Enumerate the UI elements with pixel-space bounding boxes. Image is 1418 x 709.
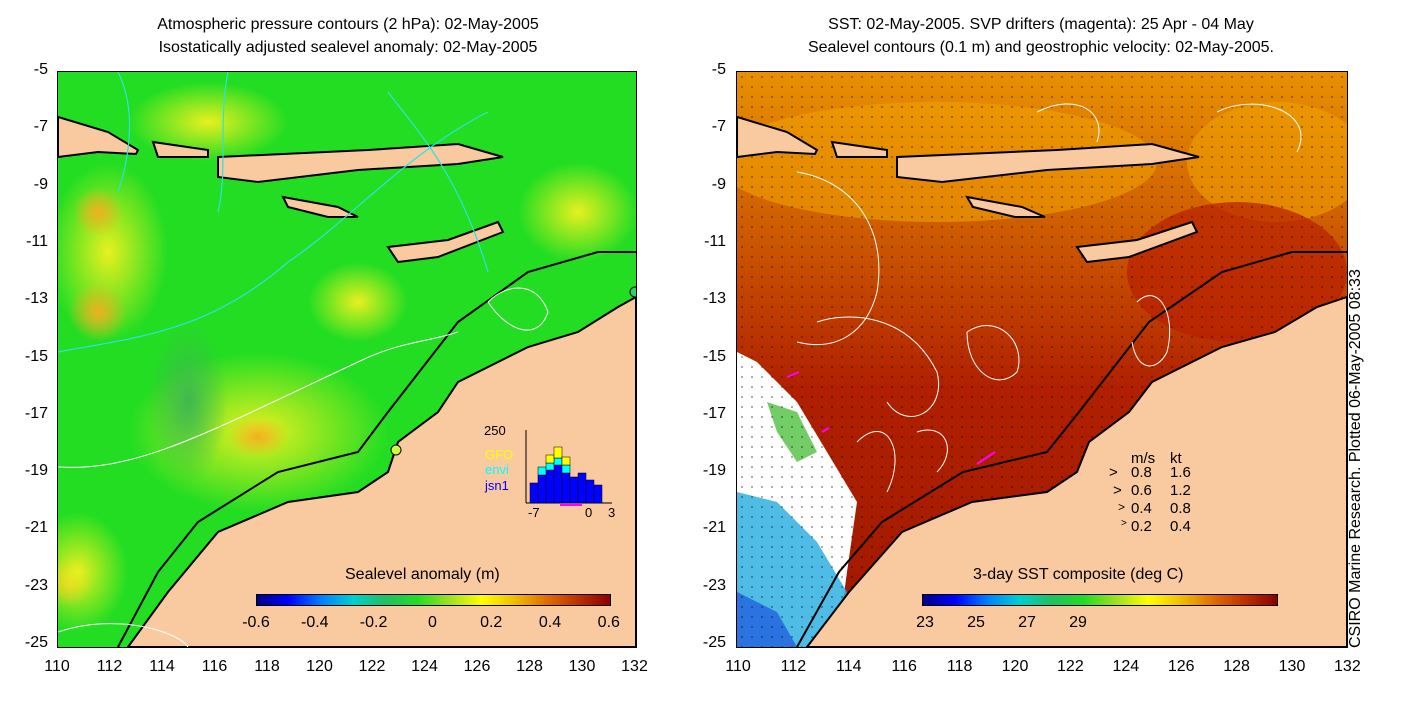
left-colorbar-title: Sealevel anomaly (m) <box>345 566 500 583</box>
left-y-tick-label: -15 <box>24 347 48 365</box>
right-x-tick-label: 126 <box>1167 658 1195 675</box>
left-title-line1: Atmospheric pressure contours (2 hPa): 0… <box>157 16 539 33</box>
velocity-legend-kt-0.2: 0.4 <box>1170 518 1191 535</box>
left-y-tick-label: -23 <box>24 576 48 594</box>
left-x-tick-label: 124 <box>411 658 438 675</box>
velocity-legend-kt-0.4: 0.8 <box>1170 500 1191 517</box>
velocity-legend-arrow-0.4: > <box>1118 500 1126 514</box>
left-y-tick-label: -13 <box>24 290 48 308</box>
right-title-line1: SST: 02-May-2005. SVP drifters (magenta)… <box>828 16 1254 33</box>
left-y-tick-label: -9 <box>33 175 48 193</box>
left-x-tick-label: 130 <box>568 658 596 675</box>
right-x-tick-label: 130 <box>1278 658 1306 675</box>
side-credit: CSIRO Marine Research. Plotted 06-May-20… <box>1347 269 1364 648</box>
left-y-tick-label: -7 <box>33 118 48 136</box>
left-x-tick-label: 122 <box>358 658 386 675</box>
left-y-tick-label: -5 <box>33 61 48 78</box>
velocity-legend-kt-0.8: 1.6 <box>1170 464 1191 481</box>
velocity-legend-header-kt: kt <box>1170 450 1182 467</box>
velocity-legend-ms-0.4: 0.4 <box>1131 500 1152 517</box>
right-title-line2: Sealevel contours (0.1 m) and geostrophi… <box>807 39 1274 56</box>
left-y-tick-label: -21 <box>24 519 48 537</box>
right-colorbar-tick-label: 29 <box>1069 614 1087 631</box>
histogram-x-label-zero: 0 <box>585 505 593 520</box>
histogram-x-label-min: -7 <box>528 505 540 520</box>
right-y-tick-label: -9 <box>711 175 726 193</box>
right-x-tick-label: 116 <box>891 658 917 675</box>
sst-map[interactable] <box>736 71 1348 648</box>
right-y-tick-label: -5 <box>711 61 726 78</box>
left-colorbar-tick-label: -0.2 <box>359 614 388 631</box>
right-x-tick-label: 124 <box>1112 658 1140 675</box>
right-colorbar-title: 3-day SST composite (deg C) <box>973 566 1184 583</box>
left-x-tick-label: 132 <box>621 658 648 675</box>
right-colorbar <box>922 594 1278 606</box>
velocity-legend-ms-0.2: 0.2 <box>1131 518 1152 535</box>
left-colorbar-tick-label: 0.6 <box>597 614 620 631</box>
right-x-tick-label: 132 <box>1334 658 1361 675</box>
left-colorbar <box>256 594 611 606</box>
velocity-legend-ms-0.6: 0.6 <box>1131 482 1152 499</box>
left-colorbar-tick-label: -0.4 <box>301 614 329 631</box>
right-x-tick-label: 110 <box>725 658 751 675</box>
velocity-legend-arrow-0.6: > <box>1113 482 1122 499</box>
left-title-line2: Isostatically adjusted sealevel anomaly:… <box>158 39 538 56</box>
velocity-legend-header-ms: m/s <box>1131 450 1156 467</box>
right-x-tick-label: 114 <box>836 658 862 675</box>
right-y-tick-label: -15 <box>702 347 726 365</box>
histogram-legend-envi: envi <box>485 462 509 477</box>
right-y-tick-label: -7 <box>711 118 726 136</box>
right-y-tick-label: -17 <box>702 404 726 422</box>
sealevel-map-graphic <box>58 72 636 647</box>
left-x-tick-label: 110 <box>44 658 70 675</box>
right-x-tick-label: 128 <box>1223 658 1250 675</box>
sealevel-anomaly-map[interactable] <box>57 71 637 648</box>
left-x-tick-label: 118 <box>254 658 280 675</box>
left-colorbar-tick-label: 0.4 <box>538 614 562 631</box>
left-y-tick-label: -11 <box>26 232 48 250</box>
left-x-tick-label: 128 <box>516 658 543 675</box>
right-y-tick-label: -13 <box>702 290 726 308</box>
right-colorbar-tick-label: 23 <box>916 614 934 631</box>
right-x-tick-label: 122 <box>1057 658 1084 675</box>
left-colorbar-tick-label: -0.6 <box>242 614 270 631</box>
left-x-tick-label: 116 <box>201 658 228 675</box>
right-y-tick-label: -25 <box>702 634 726 651</box>
left-x-tick-label: 120 <box>306 658 333 675</box>
left-x-tick-label: 112 <box>96 658 123 675</box>
right-y-tick-label: -11 <box>704 232 726 250</box>
right-x-tick-label: 118 <box>946 658 973 675</box>
right-x-tick-label: 120 <box>1001 658 1029 675</box>
left-colorbar-tick-label: 0.2 <box>480 614 503 631</box>
histogram-legend-gfo: GFO <box>485 447 514 462</box>
left-x-tick-label: 126 <box>463 658 491 675</box>
right-y-tick-label: -19 <box>702 462 726 480</box>
right-x-tick-label: 112 <box>780 658 807 675</box>
histogram-ymax-label: 250 <box>484 423 506 438</box>
histogram-legend-jsn1: jsn1 <box>485 478 509 493</box>
right-colorbar-tick-label: 27 <box>1018 614 1036 631</box>
left-x-tick-label: 114 <box>149 658 175 675</box>
left-y-tick-label: -25 <box>24 634 48 651</box>
histogram-x-label-max: 3 <box>608 505 616 520</box>
right-colorbar-tick-label: 25 <box>967 614 985 631</box>
left-colorbar-tick-label: 0 <box>427 614 437 631</box>
velocity-legend-ms-0.8: 0.8 <box>1131 464 1152 481</box>
histogram-bars <box>525 430 612 506</box>
right-y-tick-label: -23 <box>702 576 726 594</box>
right-y-tick-label: -21 <box>702 519 726 537</box>
left-y-tick-label: -17 <box>24 404 48 422</box>
velocity-legend-arrow-0.2: > <box>1121 518 1127 529</box>
velocity-legend-arrow-0.8: > <box>1109 464 1118 481</box>
left-y-tick-label: -19 <box>24 462 48 480</box>
velocity-legend-kt-0.6: 1.2 <box>1170 482 1191 499</box>
sst-map-graphic <box>737 72 1347 647</box>
